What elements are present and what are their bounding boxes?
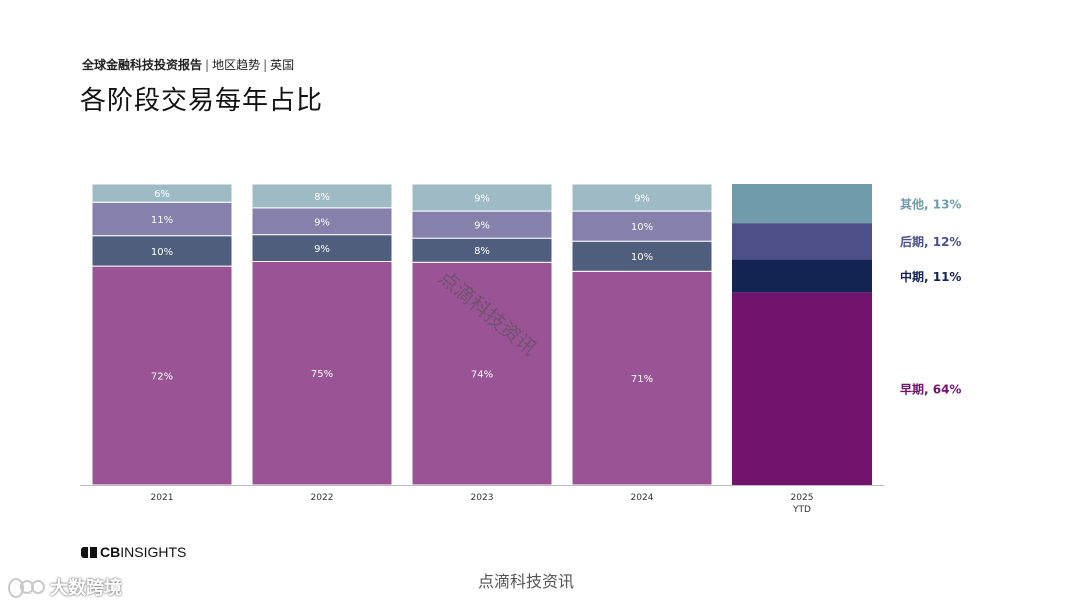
data-label-2022-后期: 9% [314,217,330,228]
logo-prefix: CB [100,544,121,560]
data-label-2024-后期: 10% [631,222,653,233]
data-label-2024-其他: 9% [634,194,650,205]
bar-segment-2024-早期 [571,270,713,486]
data-label-2023-早期: 74% [471,370,493,381]
bar-segment-2024-其他 [571,183,713,212]
subtitle-separator-2: | [263,58,268,72]
bar-segment-2025-中期 [732,259,872,293]
bar-segment-2024-后期 [571,210,713,242]
data-label-2022-其他: 8% [314,192,330,203]
legend-entry-早期: 早期, 64% [900,382,961,397]
subtitle-separator-1: | [205,58,210,72]
bar-segment-2023-中期 [411,237,553,263]
logo-suffix: INSIGHTS [120,544,187,560]
data-label-2021-早期: 72% [151,372,173,383]
bar-segment-2025-后期 [732,223,872,260]
report-section: 地区趋势 [212,58,261,72]
report-subtitle: 全球金融科技投资报告 | 地区趋势 | 英国 [82,56,294,73]
x-tick-label: 2025 [791,493,814,503]
x-tick-label: 2022 [311,493,334,503]
corner-watermark: 大数跨境 [8,574,122,600]
bar-segment-2022-早期 [251,260,393,486]
bottom-watermark: 点滴科技资讯 [478,572,575,591]
data-label-2022-中期: 9% [314,244,330,255]
x-tick-label: 2021 [151,493,174,503]
legend-entry-后期: 后期, 12% [900,234,961,249]
cb-insights-logo-icon [81,546,97,558]
bar-segment-2021-中期 [91,235,233,267]
bar-segment-2024-中期 [571,240,713,272]
legend-entry-其他: 其他, 13% [900,197,961,212]
bar-segment-2023-后期 [411,210,553,239]
legend-entry-中期: 中期, 11% [900,269,961,284]
cb-insights-logo: CB INSIGHTS [81,544,186,560]
data-label-2023-中期: 8% [474,246,490,257]
bar-segment-2022-后期 [251,207,393,236]
data-label-2022-早期: 75% [311,369,333,380]
data-label-2023-后期: 9% [474,221,490,232]
corner-watermark-icon [8,576,46,598]
report-region: 英国 [270,58,295,72]
bar-segment-2021-后期 [91,201,233,237]
data-label-2021-其他: 6% [154,189,170,200]
x-tick-label: YTD [792,505,811,515]
page-title: 各阶段交易每年占比 [80,86,324,116]
report-name: 全球金融科技投资报告 [82,58,203,72]
bar-segment-2025-其他 [732,184,872,224]
data-label-2024-中期: 10% [631,252,653,263]
bar-segment-2023-其他 [411,183,553,212]
x-tick-label: 2023 [471,493,494,503]
corner-watermark-text: 大数跨境 [50,578,122,599]
data-label-2021-中期: 10% [151,247,173,258]
bar-segment-2025-早期 [732,292,872,485]
data-label-2024-早期: 71% [631,374,653,385]
data-label-2023-其他: 9% [474,194,490,205]
x-tick-label: 2024 [631,493,654,503]
bar-segment-2021-其他 [91,183,233,203]
bar-segment-2022-其他 [251,183,393,209]
data-label-2021-后期: 11% [151,215,173,226]
bar-segment-2022-中期 [251,234,393,262]
